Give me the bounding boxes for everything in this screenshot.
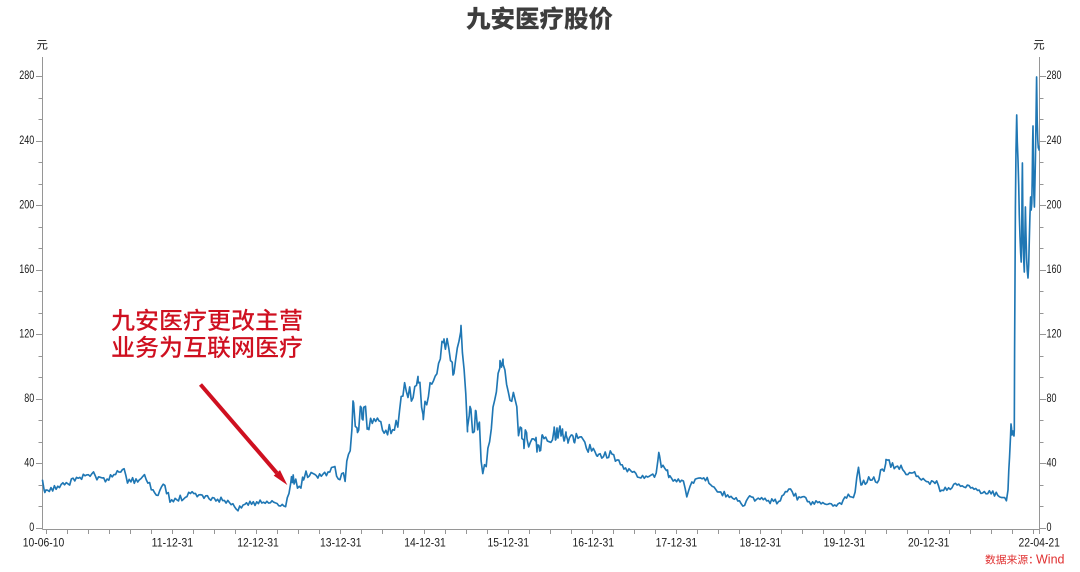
svg-text:22-04-21: 22-04-21 <box>1018 536 1060 550</box>
svg-text:200: 200 <box>19 197 34 211</box>
svg-text:200: 200 <box>1047 197 1062 211</box>
svg-text:80: 80 <box>24 391 34 405</box>
svg-text:240: 240 <box>1047 133 1062 147</box>
svg-text:18-12-31: 18-12-31 <box>740 536 782 550</box>
svg-text:14-12-31: 14-12-31 <box>404 536 446 550</box>
svg-text:19-12-31: 19-12-31 <box>824 536 866 550</box>
svg-text:0: 0 <box>1047 520 1052 534</box>
svg-text:240: 240 <box>19 133 34 147</box>
svg-text:160: 160 <box>19 262 34 276</box>
svg-text:0: 0 <box>29 520 34 534</box>
svg-text:11-12-31: 11-12-31 <box>152 536 194 550</box>
svg-text:160: 160 <box>1047 262 1062 276</box>
svg-text:120: 120 <box>1047 326 1062 340</box>
svg-text:280: 280 <box>1047 68 1062 82</box>
svg-text:120: 120 <box>19 326 34 340</box>
svg-text:40: 40 <box>1047 456 1057 470</box>
svg-text:20-12-31: 20-12-31 <box>908 536 950 550</box>
svg-text:40: 40 <box>24 456 34 470</box>
svg-text:80: 80 <box>1047 391 1057 405</box>
svg-text:15-12-31: 15-12-31 <box>488 536 530 550</box>
svg-text:280: 280 <box>19 68 34 82</box>
svg-text:12-12-31: 12-12-31 <box>237 536 279 550</box>
svg-text:17-12-31: 17-12-31 <box>656 536 698 550</box>
svg-text:16-12-31: 16-12-31 <box>573 536 615 550</box>
svg-text:Wind: Wind <box>1036 553 1065 567</box>
svg-text:13-12-31: 13-12-31 <box>320 536 362 550</box>
svg-text:10-06-10: 10-06-10 <box>23 536 65 550</box>
